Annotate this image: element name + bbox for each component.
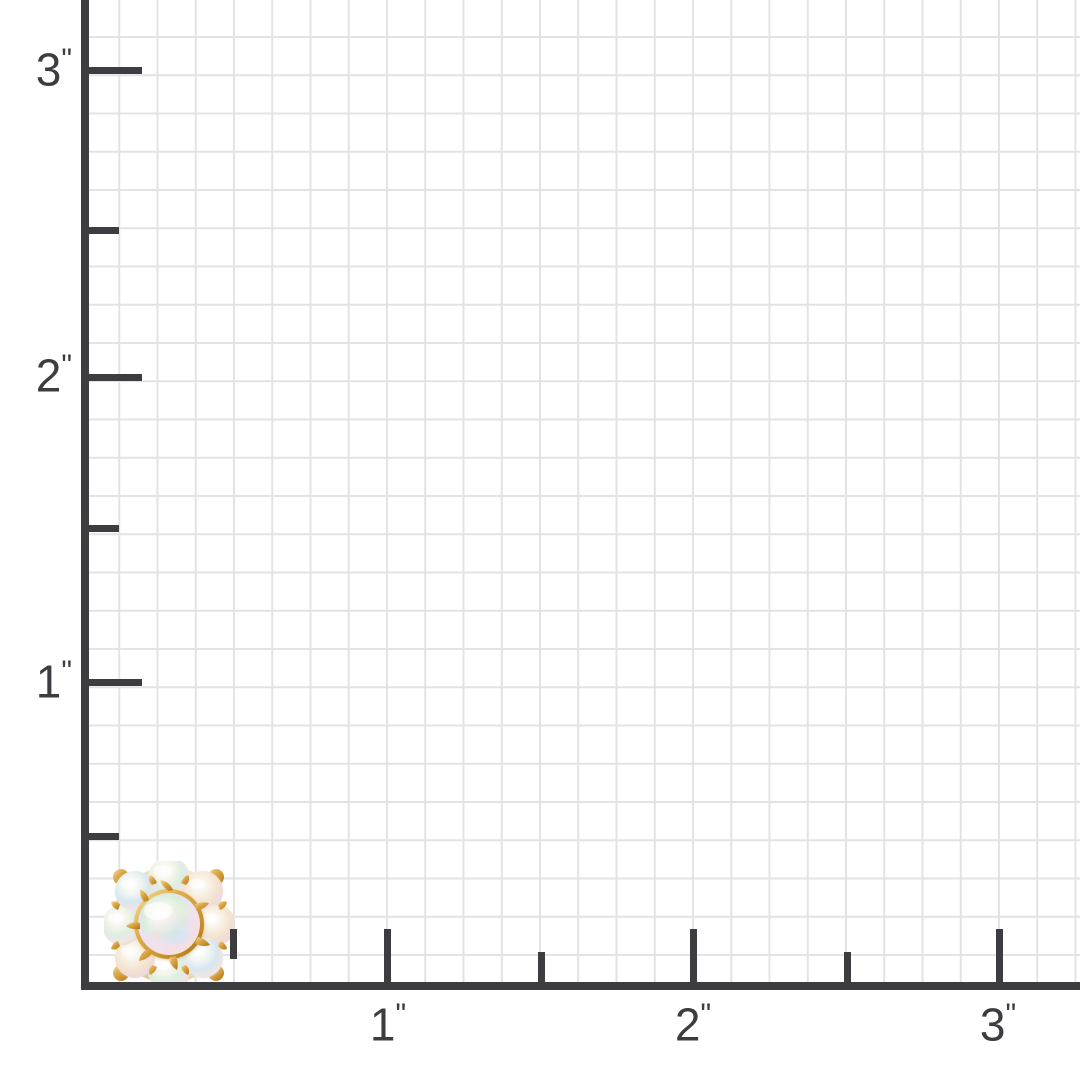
x-tick-1-5 xyxy=(538,952,545,982)
inch-symbol: " xyxy=(61,43,72,76)
y-tick-0-5 xyxy=(89,833,119,840)
x-axis-line xyxy=(81,982,1080,990)
center-opal-highlight xyxy=(144,902,172,920)
halo-opal-sheen xyxy=(108,865,218,970)
center-opal-group xyxy=(134,889,204,959)
x-tick-3 xyxy=(996,929,1003,982)
y-axis-label-1-value: 1 xyxy=(35,655,62,708)
y-tick-2-5 xyxy=(89,227,119,234)
y-tick-1 xyxy=(89,679,142,686)
y-axis-label-3: 3" xyxy=(0,43,72,96)
x-axis-label-1-value: 1 xyxy=(369,998,396,1051)
x-axis-label-2: 2" xyxy=(653,998,733,1051)
y-tick-1-5 xyxy=(89,525,119,532)
x-axis-label-1: 1" xyxy=(348,998,428,1051)
center-prongs xyxy=(126,880,210,970)
product-image-opal-flower-cluster-earring xyxy=(104,861,234,989)
x-tick-2 xyxy=(690,929,697,982)
x-axis-label-2-value: 2 xyxy=(674,998,701,1051)
x-axis-label-3-value: 3 xyxy=(979,998,1006,1051)
inch-symbol: " xyxy=(61,655,72,688)
inch-symbol: " xyxy=(61,349,72,382)
y-axis-label-1: 1" xyxy=(0,655,72,708)
y-axis-line xyxy=(81,0,89,990)
y-tick-2 xyxy=(89,374,142,381)
x-axis-label-3: 3" xyxy=(958,998,1038,1051)
inch-symbol: " xyxy=(700,998,712,1031)
x-tick-2-5 xyxy=(844,952,851,982)
y-tick-3 xyxy=(89,67,142,74)
x-tick-0-5 xyxy=(230,929,237,959)
y-axis-label-3-value: 3 xyxy=(35,43,62,96)
y-axis-label-2-value: 2 xyxy=(35,349,62,402)
inch-symbol: " xyxy=(395,998,407,1031)
y-axis-label-2: 2" xyxy=(0,349,72,402)
x-tick-1 xyxy=(384,929,391,982)
measurement-grid xyxy=(81,0,1080,990)
inch-symbol: " xyxy=(1005,998,1017,1031)
